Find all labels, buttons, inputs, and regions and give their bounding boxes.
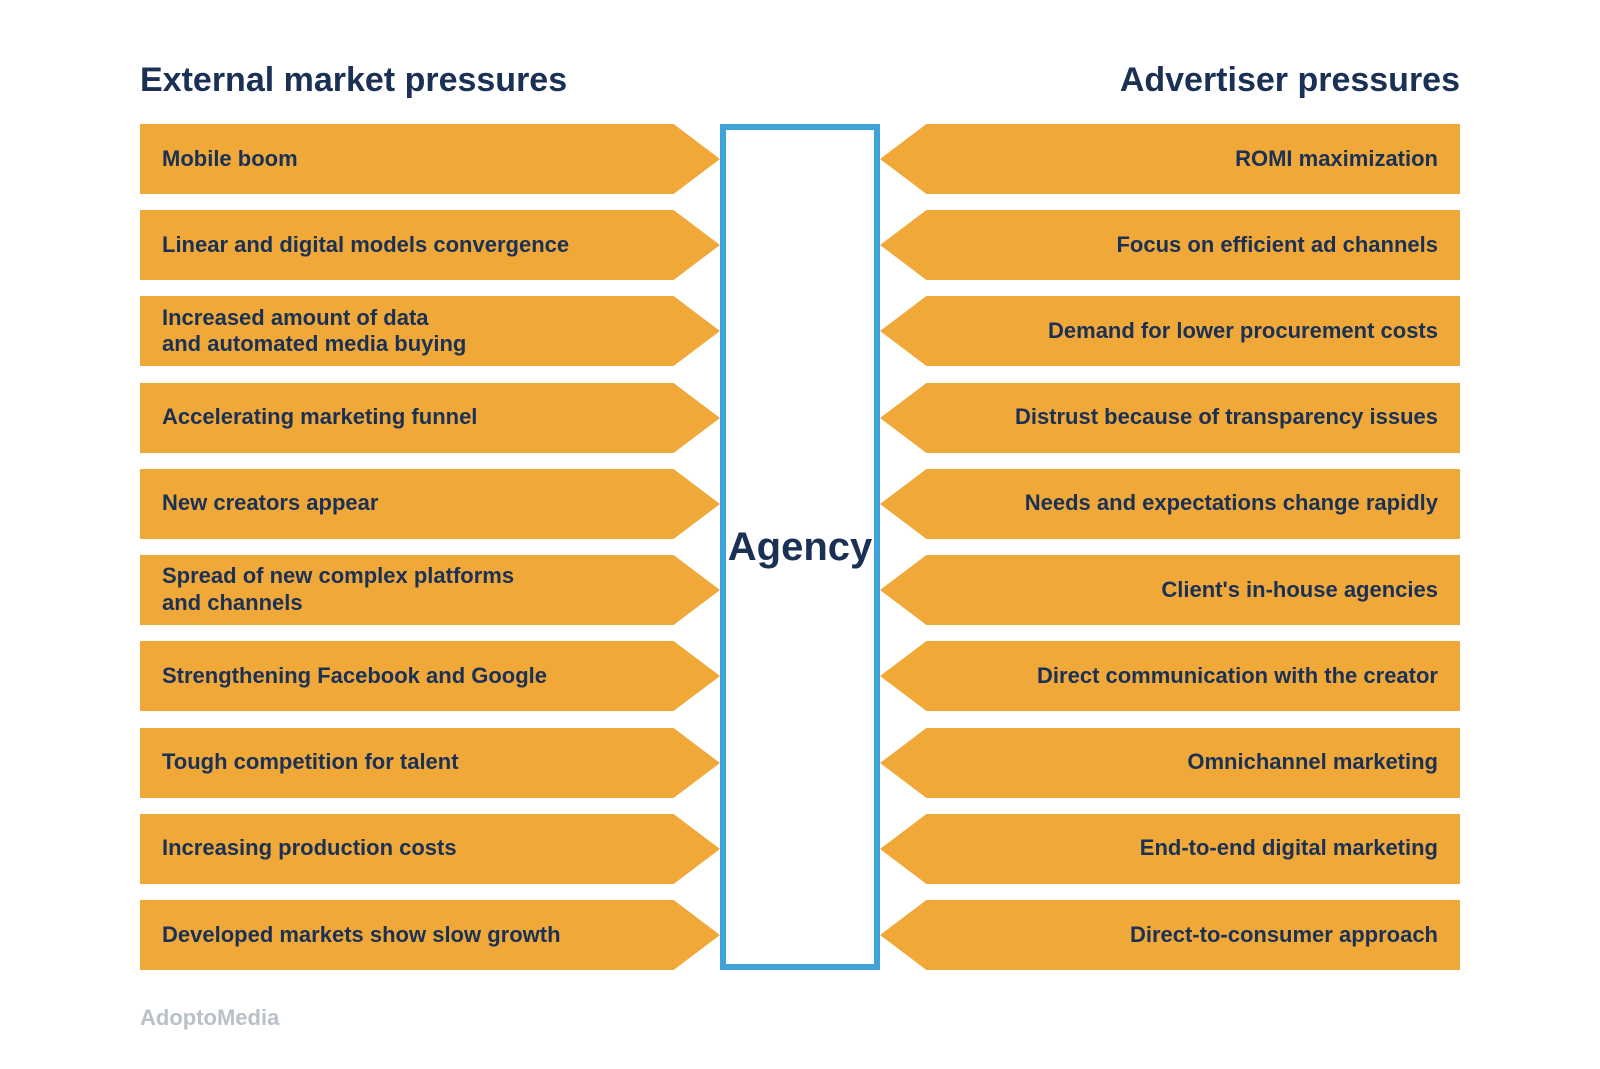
arrow-label: Needs and expectations change rapidly xyxy=(1025,490,1438,517)
left-arrow-item: Increased amount of data and automated m… xyxy=(140,296,720,366)
right-column: Advertiser pressures ROMI maximization Fo… xyxy=(880,60,1460,970)
center-spacer xyxy=(720,60,880,124)
arrow-label: Client's in-house agencies xyxy=(1161,577,1438,604)
attribution: AdoptoMedia xyxy=(140,1005,279,1031)
right-arrow-item: Direct-to-consumer approach xyxy=(880,900,1460,970)
right-arrow-item: End-to-end digital marketing xyxy=(880,814,1460,884)
right-arrow-item: Direct communication with the creator xyxy=(880,641,1460,711)
left-arrow-item: Increasing production costs xyxy=(140,814,720,884)
arrow-label: Direct-to-consumer approach xyxy=(1130,922,1438,949)
left-column: External market pressures Mobile boom Lin… xyxy=(140,60,720,970)
arrow-label: Mobile boom xyxy=(162,146,298,173)
left-arrow-item: Linear and digital models convergence xyxy=(140,210,720,280)
arrow-label: Strengthening Facebook and Google xyxy=(162,663,547,690)
arrow-label: Distrust because of transparency issues xyxy=(1015,404,1438,431)
arrow-label: End-to-end digital marketing xyxy=(1140,835,1438,862)
right-arrows: ROMI maximization Focus on efficient ad c… xyxy=(880,124,1460,970)
arrow-label: New creators appear xyxy=(162,490,378,517)
arrow-label: Direct communication with the creator xyxy=(1037,663,1438,690)
right-arrow-item: ROMI maximization xyxy=(880,124,1460,194)
right-arrow-item: Demand for lower procurement costs xyxy=(880,296,1460,366)
left-arrow-item: Strengthening Facebook and Google xyxy=(140,641,720,711)
arrow-label: Omnichannel marketing xyxy=(1187,749,1438,776)
right-arrow-item: Focus on efficient ad channels xyxy=(880,210,1460,280)
arrow-label: Developed markets show slow growth xyxy=(162,922,561,949)
arrow-label: Increasing production costs xyxy=(162,835,457,862)
arrow-label: Accelerating marketing funnel xyxy=(162,404,477,431)
right-heading: Advertiser pressures xyxy=(880,60,1460,124)
arrow-label: Focus on efficient ad channels xyxy=(1116,232,1438,259)
center-box: Agency xyxy=(720,124,880,970)
left-arrow-item: Tough competition for talent xyxy=(140,728,720,798)
left-arrow-item: Spread of new complex platforms and chan… xyxy=(140,555,720,625)
left-heading: External market pressures xyxy=(140,60,720,124)
right-arrow-item: Client's in-house agencies xyxy=(880,555,1460,625)
center-label: Agency xyxy=(728,525,873,570)
left-arrow-item: Accelerating marketing funnel xyxy=(140,383,720,453)
diagram-canvas: External market pressures Mobile boom Lin… xyxy=(0,0,1600,1069)
arrow-label: Spread of new complex platforms and chan… xyxy=(162,563,514,617)
right-arrow-item: Omnichannel marketing xyxy=(880,728,1460,798)
left-arrows: Mobile boom Linear and digital models con… xyxy=(140,124,720,970)
left-arrow-item: Mobile boom xyxy=(140,124,720,194)
right-arrow-item: Distrust because of transparency issues xyxy=(880,383,1460,453)
center-column: Agency xyxy=(720,60,880,970)
arrow-label: ROMI maximization xyxy=(1235,146,1438,173)
arrow-label: Tough competition for talent xyxy=(162,749,459,776)
right-arrow-item: Needs and expectations change rapidly xyxy=(880,469,1460,539)
arrow-label: Increased amount of data and automated m… xyxy=(162,305,466,359)
left-arrow-item: Developed markets show slow growth xyxy=(140,900,720,970)
arrow-label: Linear and digital models convergence xyxy=(162,232,569,259)
left-arrow-item: New creators appear xyxy=(140,469,720,539)
columns-container: External market pressures Mobile boom Lin… xyxy=(140,60,1460,970)
arrow-label: Demand for lower procurement costs xyxy=(1048,318,1438,345)
